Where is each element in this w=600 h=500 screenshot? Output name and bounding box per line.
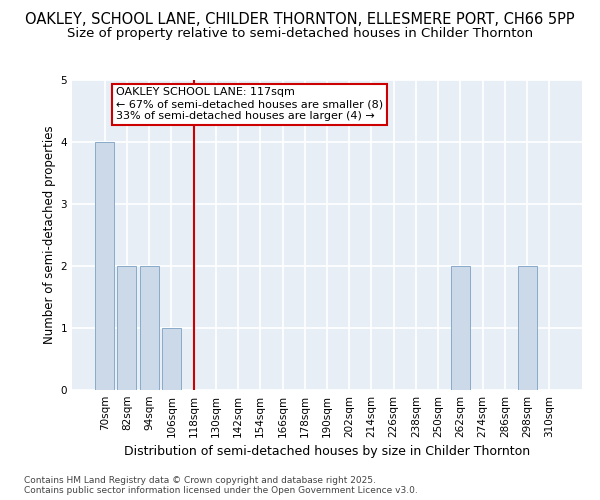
- Bar: [162, 328, 181, 390]
- Bar: [140, 266, 158, 390]
- Bar: [451, 266, 470, 390]
- Text: OAKLEY SCHOOL LANE: 117sqm
← 67% of semi-detached houses are smaller (8)
33% of : OAKLEY SCHOOL LANE: 117sqm ← 67% of semi…: [116, 88, 383, 120]
- Text: Contains HM Land Registry data © Crown copyright and database right 2025.
Contai: Contains HM Land Registry data © Crown c…: [24, 476, 418, 495]
- X-axis label: Distribution of semi-detached houses by size in Childer Thornton: Distribution of semi-detached houses by …: [124, 446, 530, 458]
- Y-axis label: Number of semi-detached properties: Number of semi-detached properties: [43, 126, 56, 344]
- Bar: [118, 266, 136, 390]
- Bar: [95, 142, 114, 390]
- Bar: [518, 266, 536, 390]
- Text: Size of property relative to semi-detached houses in Childer Thornton: Size of property relative to semi-detach…: [67, 28, 533, 40]
- Text: OAKLEY, SCHOOL LANE, CHILDER THORNTON, ELLESMERE PORT, CH66 5PP: OAKLEY, SCHOOL LANE, CHILDER THORNTON, E…: [25, 12, 575, 28]
